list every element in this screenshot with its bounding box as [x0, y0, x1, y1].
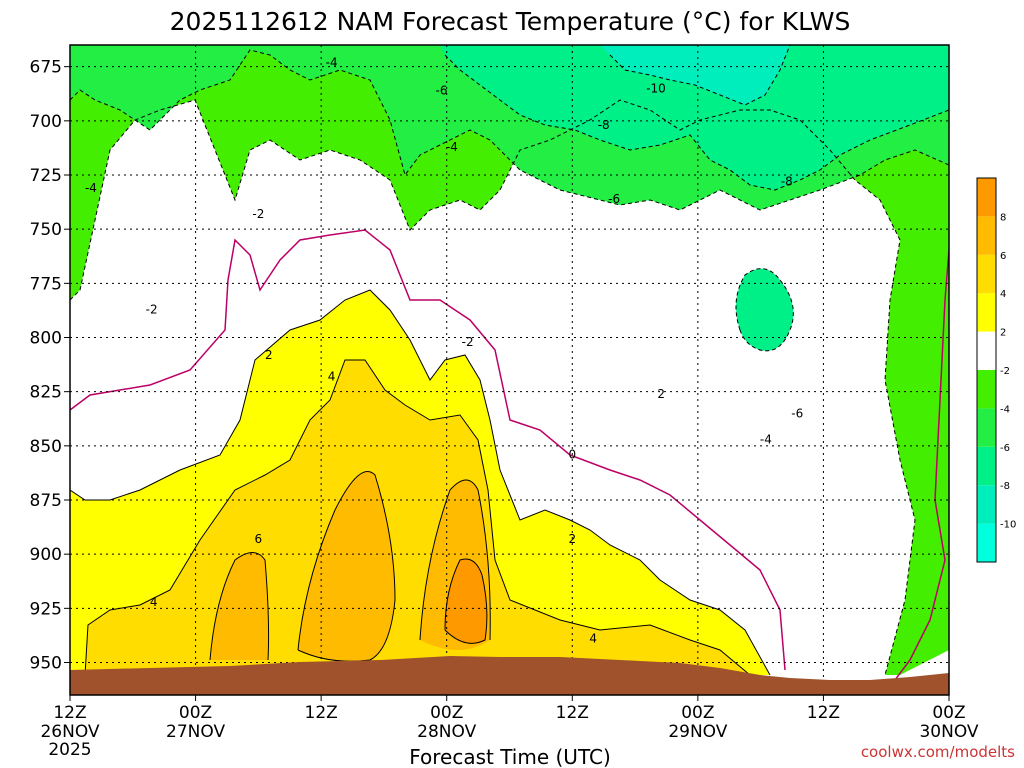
colorbar-label: 8 [1000, 212, 1006, 223]
colorbar-swatch [977, 293, 996, 332]
colorbar-swatch [977, 446, 996, 486]
contour-6-c [419, 479, 491, 641]
fill-minus-8-to-minus-10 [600, 45, 790, 105]
contour-label: -2 [146, 302, 158, 316]
contour-label: -4 [760, 432, 772, 446]
contour-minus-6-pocket [735, 268, 794, 352]
contour-2 [70, 289, 771, 676]
grid-lines [70, 45, 949, 695]
contour-label: 4 [589, 632, 597, 646]
contour-zero-line [70, 229, 949, 681]
y-tick-label: 675 [30, 58, 62, 78]
contour-label: -4 [326, 55, 338, 69]
contour-label: -8 [598, 118, 610, 132]
contour-label: 2 [265, 348, 273, 362]
contour-label: 2 [657, 387, 665, 401]
x-tick-time: 00Z [932, 703, 965, 723]
y-tick-label: 850 [30, 437, 62, 457]
y-tick-label: 750 [30, 220, 62, 240]
colorbar-label: -2 [1000, 366, 1010, 377]
x-tick-time: 12Z [807, 703, 840, 723]
y-tick-label: 775 [30, 274, 62, 294]
credit-text: coolwx.com/modelts [861, 743, 1015, 761]
contour-label: -2 [462, 335, 474, 349]
y-tick-label: 925 [30, 599, 62, 619]
colorbar-label: -4 [1000, 404, 1010, 415]
x-tick-date: 29NOV [668, 722, 727, 742]
contour-label: 2 [568, 532, 576, 546]
fill-minus-6-to-minus-8 [440, 45, 949, 190]
x-tick-year: 2025 [48, 740, 91, 760]
contour-label: -4 [85, 181, 97, 195]
colorbar-swatch [977, 408, 996, 447]
x-tick-time: 00Z [179, 703, 212, 723]
contour-label: 0 [568, 448, 576, 462]
x-tick-date: 28NOV [417, 722, 476, 742]
contour-label: -6 [608, 192, 620, 206]
colorbar-label: -8 [1000, 481, 1010, 492]
y-tick-label: 700 [30, 112, 62, 132]
contour-4 [84, 359, 751, 676]
x-tick-date: 26NOV [40, 722, 99, 742]
x-tick-time: 12Z [556, 703, 589, 723]
x-tick-date: 30NOV [919, 722, 978, 742]
contour-minus-8 [609, 45, 791, 106]
colorbar-swatch [977, 216, 996, 255]
fill-minus-6-pocket [736, 268, 794, 351]
y-tick-label: 900 [30, 545, 62, 565]
y-tick-label: 825 [30, 383, 62, 403]
colorbar-swatch [977, 523, 996, 562]
x-axis-label: Forecast Time (UTC) [409, 745, 611, 768]
y-axis: 675 700 725 750 775 800 825 850 875 900 925 950 [30, 58, 70, 674]
contour-minus-6 [444, 54, 949, 191]
contour-label: 4 [328, 370, 336, 384]
colorbar-label: -10 [1000, 520, 1016, 531]
x-tick-time: 12Z [53, 703, 86, 723]
contour-6-a [209, 552, 270, 661]
y-tick-label: 800 [30, 329, 62, 349]
contour-6-b [297, 471, 396, 662]
x-tick-time: 00Z [430, 703, 463, 723]
colorbar-legend: -10 -8 -6 -4 -2 2 4 6 8 [976, 177, 1016, 563]
y-tick-label: 875 [30, 491, 62, 511]
contour-label: -2 [252, 207, 264, 221]
plot-area: -4 -6 -10 -8 -4 -4 -6 -8 -2 -2 -2 2 4 2 -6 -4 0 6 2 4 4 [70, 45, 949, 695]
contour-minus-4 [70, 49, 949, 211]
colorbar-label: 2 [1000, 328, 1006, 339]
colorbar-swatch [977, 370, 996, 409]
fill-6-to-8-b [298, 471, 395, 662]
contour-label: 6 [255, 532, 263, 546]
colorbar-swatch [977, 254, 996, 294]
fill-6-to-8-a [210, 552, 269, 660]
x-tick-date: 27NOV [166, 722, 225, 742]
terrain-ground [70, 656, 949, 695]
x-tick-time: 12Z [305, 703, 338, 723]
colorbar-label: -6 [1000, 443, 1010, 454]
contour-labels: -4 -6 -10 -8 -4 -4 -6 -8 -2 -2 -2 2 4 2 -6 -4 0 6 2 4 4 [85, 55, 803, 645]
contour-8 [444, 558, 488, 644]
colorbar-swatch [977, 331, 996, 370]
contour-label: -6 [791, 406, 803, 420]
colorbar-swatch [977, 485, 996, 524]
colorbar-frame [976, 177, 997, 563]
colorbar-label: 6 [1000, 251, 1006, 262]
contour-label: -10 [646, 81, 666, 95]
contour-label: -4 [446, 140, 458, 154]
plot-frame [69, 44, 950, 696]
y-tick-label: 725 [30, 166, 62, 186]
y-tick-label: 950 [30, 654, 62, 674]
fill-8-plus [445, 559, 487, 644]
contour-label: 4 [150, 595, 158, 609]
colorbar-label: 4 [1000, 289, 1006, 300]
contour-label: -6 [435, 84, 447, 98]
chart-title: 2025112612 NAM Forecast Temperature (°C)… [170, 7, 851, 36]
colorbar-swatch [977, 178, 996, 217]
contour-minus-2 [70, 99, 916, 676]
x-tick-time: 00Z [681, 703, 714, 723]
contour-label: -8 [781, 175, 793, 189]
